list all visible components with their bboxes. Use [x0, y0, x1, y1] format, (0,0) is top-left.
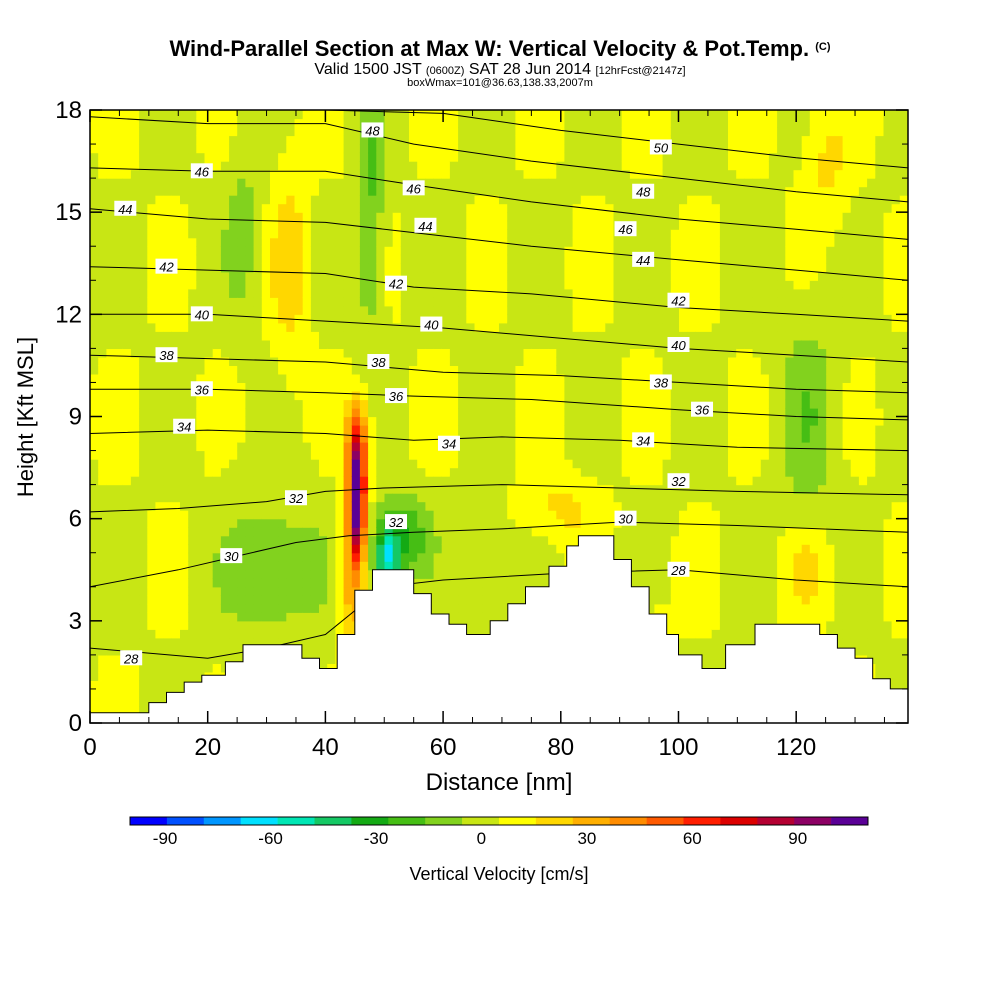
contour-label: 38	[367, 354, 390, 370]
colorbar-swatch	[609, 817, 647, 825]
potential-temperature-contours	[90, 110, 908, 659]
y-tick-label: 12	[55, 301, 82, 328]
x-tick-label: 20	[194, 734, 221, 761]
isentrope-46	[90, 167, 908, 240]
contour-label: 42	[667, 292, 690, 309]
colorbar-swatch	[499, 817, 537, 825]
x-axis-label: Distance [nm]	[426, 769, 573, 796]
x-tick-label: 100	[658, 734, 698, 761]
contour-label: 44	[114, 200, 137, 217]
y-axis-label: Height [Kft MSL]	[13, 337, 38, 497]
contour-label: 46	[614, 221, 637, 237]
colorbar-swatch	[572, 817, 610, 825]
isentrope-40	[90, 313, 908, 363]
colorbar-swatch	[203, 817, 241, 825]
colorbar-tick-label: -90	[153, 829, 178, 848]
y-tick-label: 15	[55, 199, 82, 226]
isentrope-42	[90, 266, 908, 322]
chart-valid-line: Valid 1500 JST (0600Z) SAT 28 Jun 2014 […	[314, 61, 686, 78]
isentrope-36	[90, 388, 908, 421]
colorbar-swatch	[462, 817, 500, 825]
colorbar-swatch	[720, 817, 758, 825]
contour-label: 30	[614, 510, 637, 527]
contour-label: 44	[414, 217, 437, 234]
x-tick-label: 80	[547, 734, 574, 761]
contour-label: 44	[632, 251, 655, 268]
contour-label: 32	[284, 490, 307, 506]
y-tick-label: 6	[69, 506, 82, 533]
contour-label: 34	[632, 432, 655, 448]
isentrope-44	[90, 208, 908, 281]
y-tick-label: 18	[55, 97, 82, 124]
colorbar-tick-label: 0	[477, 829, 486, 848]
contour-label: 28	[667, 561, 690, 578]
contour-label: 32	[385, 514, 408, 530]
isentrope-30	[90, 521, 908, 588]
contour-label: 36	[691, 401, 714, 418]
contour-label: 50	[649, 139, 672, 155]
contour-label: 36	[190, 381, 213, 397]
x-tick-label: 120	[776, 734, 816, 761]
contour-label: 34	[437, 435, 460, 452]
contour-label: 46	[402, 180, 425, 196]
contour-label: 30	[220, 548, 243, 564]
x-tick-label: 40	[312, 734, 339, 761]
contour-label: 40	[190, 306, 213, 322]
chart-subtitle: boxWmax=101@36.63,138.33,2007m	[407, 77, 593, 89]
y-tick-label: 0	[69, 710, 82, 737]
x-tick-label: 0	[83, 734, 96, 761]
colorbar-swatch	[535, 817, 574, 825]
contour-label: 42	[385, 275, 408, 292]
colorbar-swatch	[314, 817, 352, 825]
isentrope-48	[90, 116, 908, 203]
colorbar: -90 -60 -30 0 30 60 90	[129, 816, 869, 848]
colorbar-tick-label: -30	[364, 829, 389, 848]
contour-label: 32	[667, 473, 690, 489]
contour-label: 46	[190, 163, 213, 179]
colorbar-tick-label: 30	[577, 829, 596, 848]
chart-title: Wind-Parallel Section at Max W: Vertical…	[169, 36, 831, 61]
colorbar-swatch	[240, 817, 278, 825]
colorbar-swatch	[757, 817, 795, 825]
colorbar-swatch	[831, 817, 869, 825]
contour-label: 48	[632, 183, 655, 200]
contour-label: 28	[120, 650, 143, 666]
contour-label: 38	[649, 374, 672, 390]
contour-label: 40	[420, 316, 443, 333]
colorbar-label: Vertical Velocity [cm/s]	[409, 864, 588, 884]
y-tick-label: 3	[69, 608, 82, 635]
x-tick-label: 60	[430, 734, 457, 761]
colorbar-swatch	[166, 817, 205, 825]
contour-label: 34	[173, 418, 196, 435]
colorbar-swatch	[388, 817, 426, 825]
colorbar-tick-label: 60	[683, 829, 702, 848]
contour-label: 40	[667, 336, 690, 353]
contour-label: 48	[361, 122, 384, 138]
colorbar-tick-label: 90	[788, 829, 807, 848]
x-axis: 0 20 40 60 80 100 120	[83, 110, 885, 761]
contour-label: 36	[385, 388, 408, 404]
contour-label: 38	[155, 347, 178, 363]
colorbar-swatch	[130, 817, 168, 825]
isentrope-38	[90, 354, 908, 394]
isentrope-32	[90, 484, 908, 513]
contour-label: 42	[155, 258, 178, 275]
colorbar-swatch	[794, 817, 832, 825]
y-tick-label: 9	[69, 404, 82, 431]
isentrope-50	[325, 110, 908, 169]
contour-labels: 28 30 32 34 36 38 40 42 44 46 48 50 46 44 42 40 38 36 34 32…	[114, 122, 714, 666]
colorbar-swatch	[277, 817, 315, 825]
colorbar-swatch	[683, 817, 721, 825]
colorbar-swatch	[646, 817, 684, 825]
colorbar-tick-label: -60	[258, 829, 283, 848]
vertical-velocity-field	[90, 110, 908, 723]
colorbar-swatch	[425, 817, 463, 825]
terrain-mask	[89, 535, 909, 724]
colorbar-swatch	[351, 817, 389, 825]
